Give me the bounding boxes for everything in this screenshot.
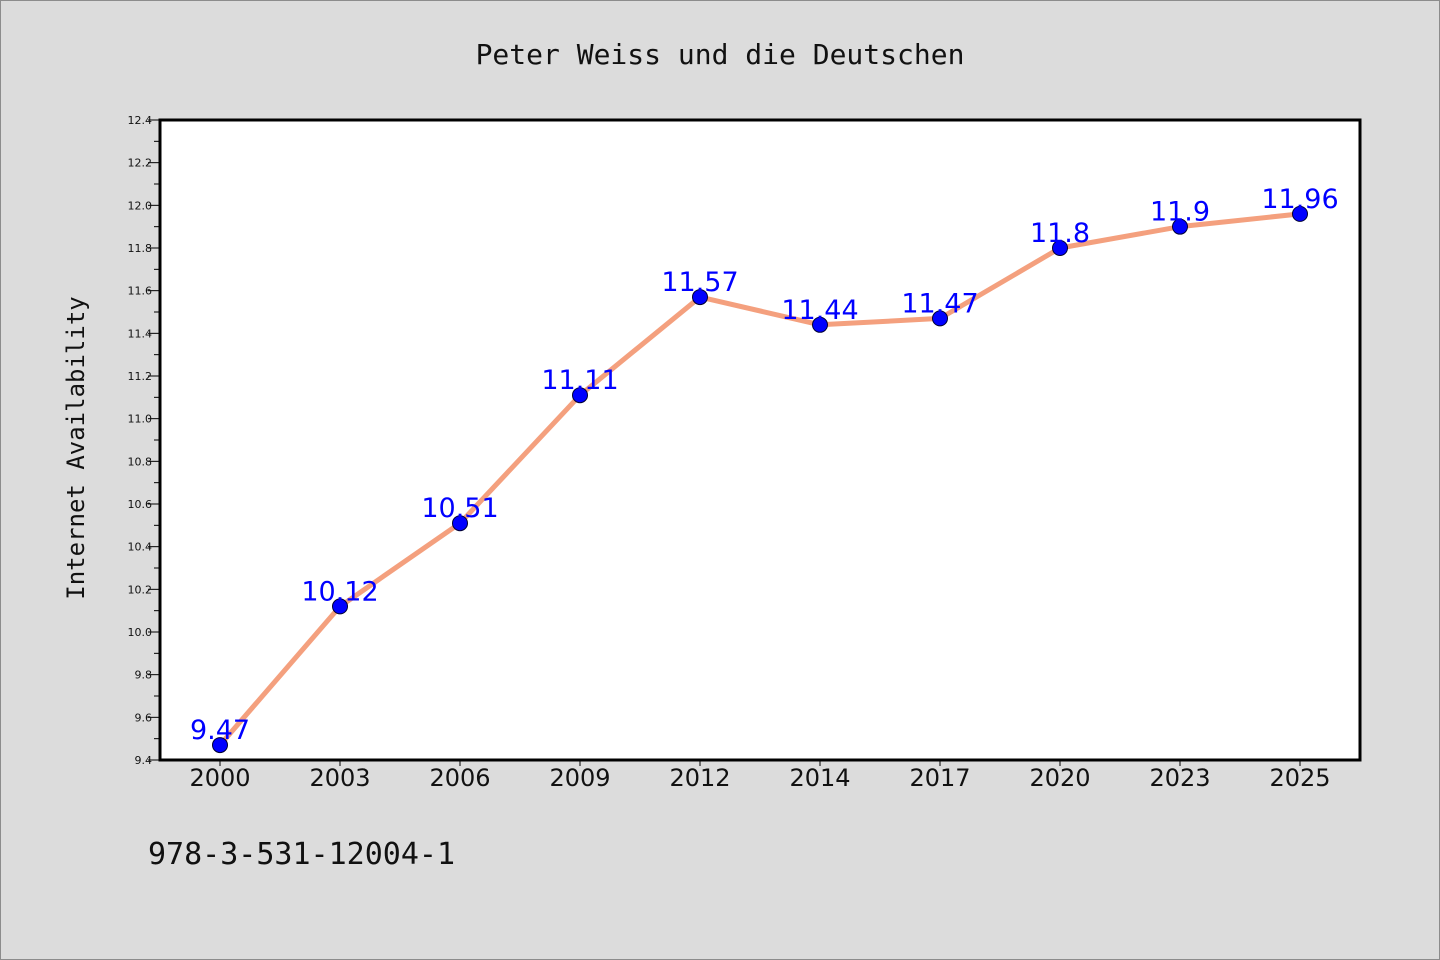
y-tick-label: 11.6: [128, 285, 153, 298]
y-tick-label: 11.0: [128, 413, 153, 426]
plot-area: [160, 120, 1360, 760]
data-label: 11.8: [1030, 218, 1090, 249]
series-group: [212, 205, 1308, 754]
data-point: [1052, 240, 1068, 256]
data-label: 11.57: [661, 267, 738, 298]
data-point: [1292, 205, 1308, 222]
data-point: [812, 316, 828, 333]
y-tick-label: 10.0: [128, 626, 153, 639]
y-tick-label: 10.6: [128, 498, 153, 511]
y-tick-label: 9.4: [135, 754, 153, 767]
data-label: 11.9: [1150, 197, 1210, 228]
x-tick-label: 2025: [1269, 764, 1330, 792]
y-tick-label: 9.8: [135, 669, 153, 682]
data-label: 10.12: [301, 576, 378, 607]
chart-title: Peter Weiss und die Deutschen: [476, 38, 965, 71]
y-tick-label: 12.2: [128, 157, 153, 170]
x-tick-label: 2023: [1149, 764, 1210, 792]
y-tick-label: 10.4: [128, 541, 153, 554]
isbn-text: 978-3-531-12004-1: [148, 837, 455, 872]
data-label: 11.47: [901, 288, 978, 319]
data-point: [572, 387, 588, 404]
data-label: 10.51: [421, 493, 498, 524]
data-point: [692, 289, 708, 306]
x-tick-label: 2020: [1029, 764, 1090, 792]
data-point: [452, 515, 468, 532]
x-axis: 2000 2003 2006 2009 2012 2014 2017 2020 2023 2025: [189, 760, 1331, 792]
x-tick-label: 2017: [909, 764, 970, 792]
data-point: [212, 737, 228, 754]
y-axis-label: Internet Availability: [62, 296, 90, 599]
series-line: [217, 211, 1303, 748]
data-label-group: 9.47 10.12 10.51 11.11 11.57 11.44 11.47 11.8 11…: [190, 184, 1339, 746]
x-tick-label: 2012: [669, 764, 730, 792]
y-tick-label: 12.0: [128, 199, 153, 212]
y-axis: 9.4 9.6 9.8 10.0 10.2 10.4 10.6 10.8 11.0 11.2 11.…: [128, 114, 160, 767]
y-tick-label: 10.8: [128, 455, 153, 468]
data-point: [332, 598, 348, 615]
x-tick-label: 2003: [309, 764, 370, 792]
data-label: 11.96: [1261, 184, 1338, 215]
y-tick-label: 11.8: [128, 242, 153, 255]
data-label: 11.11: [541, 365, 618, 396]
data-point: [1172, 218, 1188, 235]
data-label: 9.47: [190, 715, 250, 746]
y-tick-label: 12.4: [128, 114, 153, 127]
x-tick-label: 2014: [789, 764, 850, 792]
x-tick-label: 2000: [189, 764, 250, 792]
plot-border: [158, 118, 1362, 762]
x-tick-label: 2009: [549, 764, 610, 792]
y-tick-label: 11.4: [128, 327, 153, 340]
y-tick-label: 11.2: [128, 370, 153, 383]
data-label: 11.44: [781, 295, 858, 326]
y-tick-label: 10.2: [128, 583, 153, 596]
x-tick-label: 2006: [429, 764, 490, 792]
data-point: [932, 310, 948, 327]
y-tick-label: 9.6: [135, 711, 153, 724]
